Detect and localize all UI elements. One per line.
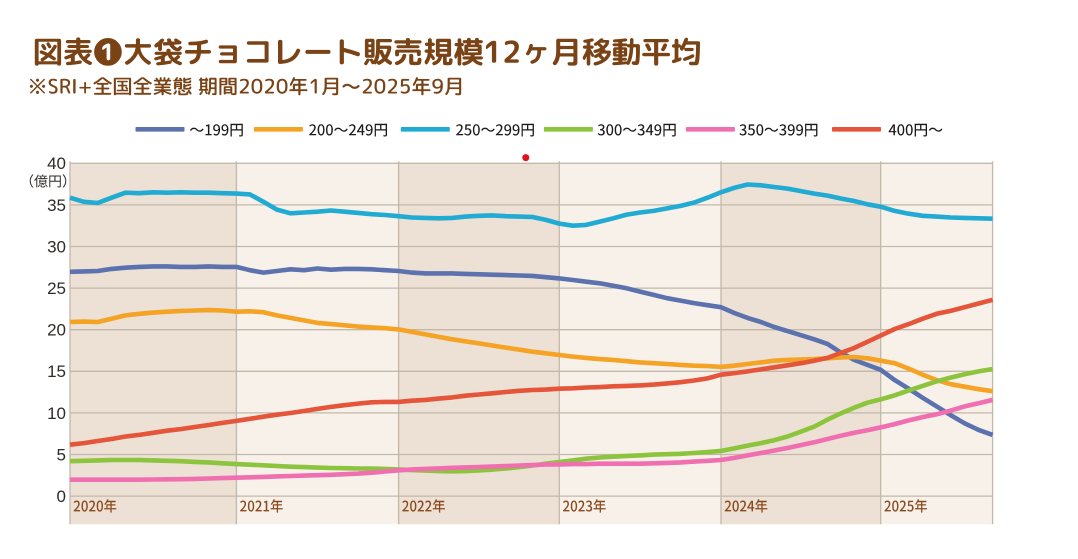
svg-text:35: 35 — [47, 196, 66, 215]
svg-text:0: 0 — [57, 487, 66, 506]
svg-text:10: 10 — [47, 404, 66, 423]
svg-text:20: 20 — [47, 321, 66, 340]
svg-text:15: 15 — [47, 362, 66, 381]
svg-text:40: 40 — [47, 154, 66, 173]
svg-text:30: 30 — [47, 237, 66, 256]
svg-text:25: 25 — [47, 279, 66, 298]
svg-text:5: 5 — [57, 445, 66, 464]
